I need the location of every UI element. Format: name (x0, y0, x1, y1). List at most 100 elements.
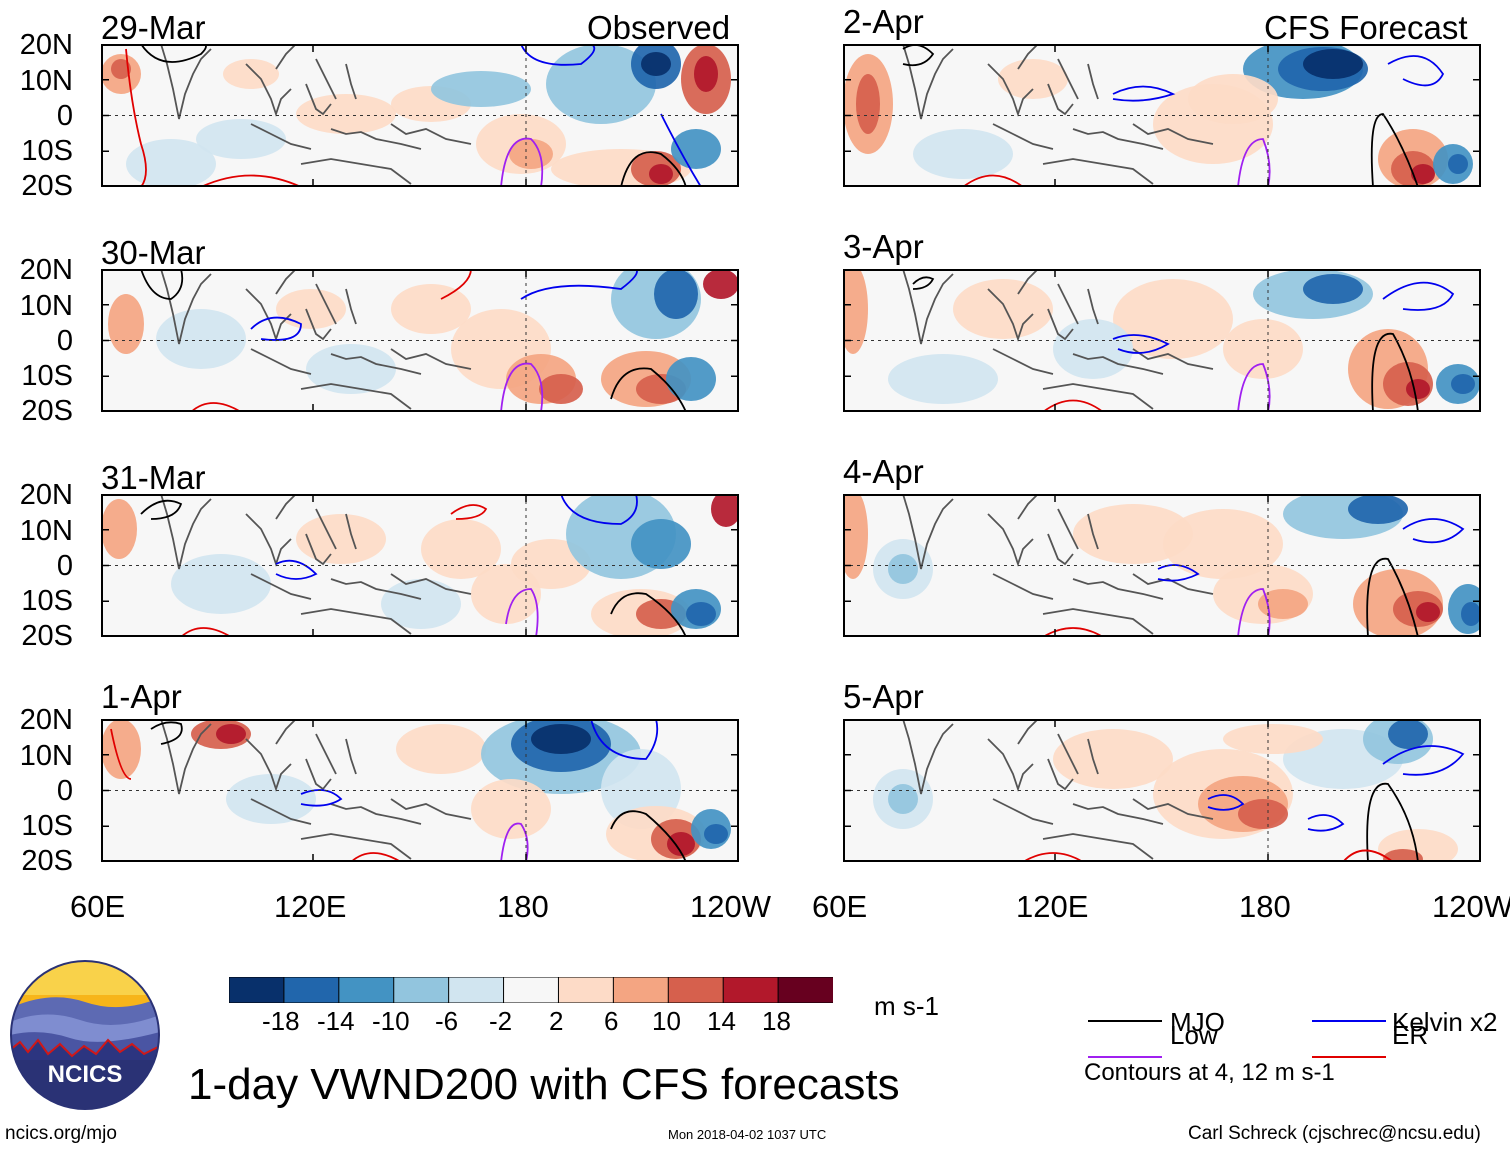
colorbar-tick: 6 (604, 1006, 619, 1036)
ncics-logo[interactable]: NCICS (10, 960, 160, 1110)
panel-frame (843, 44, 1481, 187)
wave-contour (450, 504, 488, 520)
anomaly-blob (671, 129, 721, 169)
wave-contour (610, 367, 687, 412)
legend-label-kelvin: Kelvin x2 (1392, 1007, 1498, 1037)
wave-contour (505, 588, 539, 637)
lon-label-right: 120W (1432, 889, 1510, 924)
anomaly-blob (296, 514, 386, 564)
wave-contour (1387, 55, 1445, 87)
lon-label-left: 180 (497, 889, 549, 924)
lat-label: 20S (21, 395, 73, 427)
wave-contour (1207, 794, 1245, 811)
coastline (1017, 269, 1039, 295)
coastline (992, 798, 1054, 825)
anomaly-blob (888, 784, 918, 814)
colorbar-tick: 2 (549, 1006, 564, 1036)
panel-frame (843, 719, 1481, 862)
figure-title: 1-day VWND200 with CFS forecasts (188, 1060, 900, 1109)
map-panel-1-apr (101, 719, 739, 862)
colorbar-tick: -18 (262, 1006, 300, 1036)
anomaly-blob (1223, 724, 1323, 754)
anomaly-blob (171, 554, 271, 614)
anomaly-blob (1303, 49, 1363, 79)
anomaly-blob (888, 554, 918, 584)
coastline (300, 158, 412, 185)
coastlines (160, 494, 472, 635)
anomaly-blob (667, 832, 695, 856)
coastline (330, 128, 422, 150)
wave-contour (500, 362, 544, 412)
wave-contour (1382, 745, 1465, 776)
lon-label-left: 120E (274, 889, 347, 924)
coastline (1017, 719, 1039, 745)
coastline (250, 348, 312, 375)
coastline (390, 573, 472, 595)
panel-date-3-apr: 3-Apr (843, 228, 924, 265)
wave-contour (300, 789, 343, 807)
wave-contour (275, 559, 318, 580)
coastline (275, 719, 297, 745)
anomaly-blob (1163, 509, 1283, 579)
anomaly-blob (1073, 504, 1193, 564)
coastline (1017, 494, 1039, 520)
coastline (390, 123, 472, 145)
wave-contour (125, 48, 147, 187)
legend-swatch-mjo (1088, 1020, 1162, 1022)
coastline (1047, 758, 1074, 791)
lon-label-right: 120E (1016, 889, 1089, 924)
colorbar (229, 977, 833, 1003)
wave-contour (150, 721, 183, 745)
cfs-forecast-header: CFS Forecast (1264, 9, 1468, 46)
coastline (1087, 63, 1099, 100)
coastline (315, 508, 337, 550)
coastline (1072, 578, 1164, 600)
colorbar-tick: 14 (707, 1006, 736, 1036)
wave-contour (610, 592, 687, 637)
wave-contour (440, 269, 472, 300)
colorbar-tick: -10 (372, 1006, 410, 1036)
anomaly-blob (694, 56, 718, 92)
anomaly-blob (641, 52, 671, 76)
anomaly-blob (666, 357, 716, 401)
panel-date-29-mar: 29-Mar (101, 9, 206, 46)
coastline (1057, 283, 1079, 325)
panel-frame (843, 494, 1481, 637)
anomaly-blob (421, 519, 501, 579)
anomaly-blob (1383, 849, 1423, 862)
coastline (245, 63, 292, 117)
site-link[interactable]: ncics.org/mjo (5, 1123, 117, 1144)
map-panel-4-apr (843, 494, 1481, 637)
lat-label: 10N (19, 290, 73, 322)
coastline (987, 738, 1034, 792)
colorbar-tick: -2 (489, 1006, 513, 1036)
lat-label: 20N (19, 254, 73, 286)
anomaly-blob (391, 284, 471, 334)
wave-contour (350, 852, 402, 862)
coastline (1042, 158, 1154, 185)
anomaly-blob (843, 494, 868, 579)
anomaly-blob (704, 824, 728, 844)
panel-date-31-mar: 31-Mar (101, 459, 206, 496)
anomaly-blob (1053, 729, 1173, 789)
anomaly-blob (226, 774, 316, 824)
coastline (1087, 513, 1099, 550)
lat-label: 10N (19, 740, 73, 772)
colorbar-tick: 18 (762, 1006, 791, 1036)
map-panel-5-apr (843, 719, 1481, 862)
coastline (1017, 44, 1039, 70)
coastline (275, 44, 297, 70)
wave-contours (912, 276, 1455, 412)
coastline (1057, 508, 1079, 550)
colorbar-tick: -6 (435, 1006, 459, 1036)
wave-contour (1342, 849, 1394, 862)
anomaly-blob (276, 289, 346, 329)
observed-header: Observed (587, 9, 731, 46)
wave-contours (110, 719, 687, 862)
colorbar-unit: m s-1 (874, 991, 939, 1021)
lat-label: 0 (56, 325, 73, 357)
wave-contour (1157, 564, 1200, 582)
anomaly-blob (998, 59, 1068, 99)
coastline (1072, 353, 1164, 375)
coastline (992, 123, 1054, 150)
